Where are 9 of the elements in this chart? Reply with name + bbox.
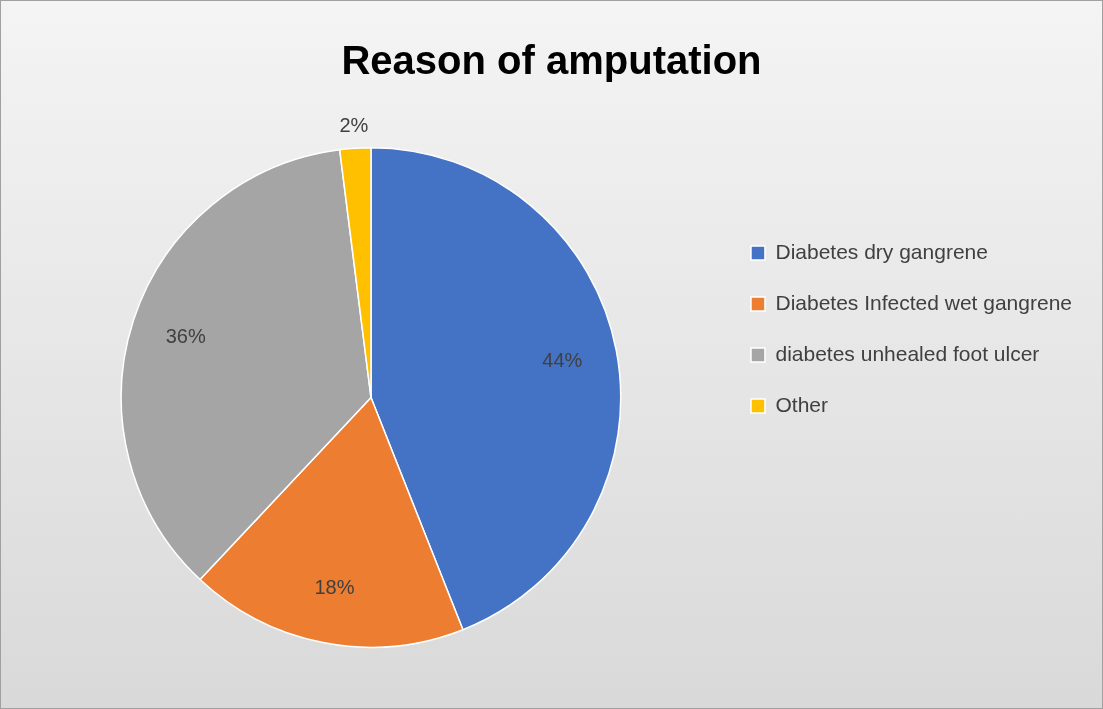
data-label: 44% [542, 348, 583, 371]
data-label: 36% [165, 324, 206, 347]
data-label: 2% [339, 113, 369, 136]
legend-label: diabetes unhealed foot ulcer [775, 341, 1040, 365]
data-label: 18% [314, 576, 355, 599]
chart-title: Reason of amputation [341, 38, 762, 83]
legend-label: Diabetes Infected wet gangrene [775, 290, 1073, 314]
legend-label: Other [775, 392, 828, 416]
legend-label: Diabetes dry gangrene [775, 239, 988, 263]
